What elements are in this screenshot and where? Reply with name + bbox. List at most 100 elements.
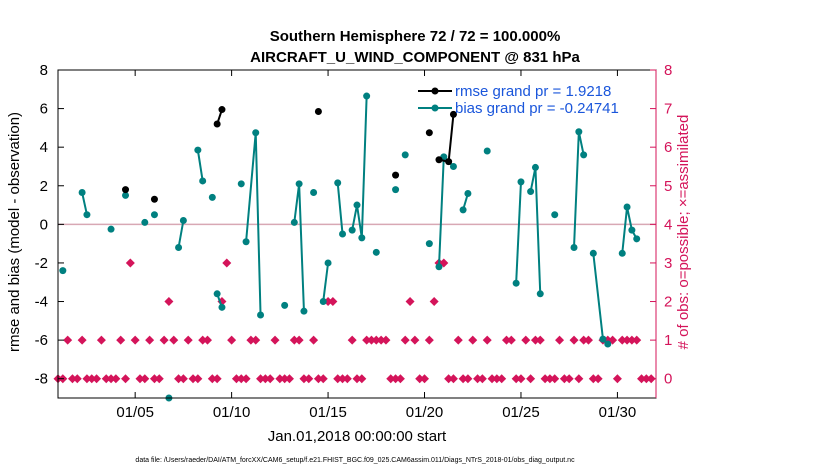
obs-count-marker [342, 374, 352, 384]
obs-count-marker [366, 335, 376, 345]
obs-count-marker [588, 374, 598, 384]
obs-count-marker [125, 258, 135, 268]
obs-count-marker [212, 374, 222, 384]
obs-count-marker [111, 374, 121, 384]
x-axis-label: Jan.01,2018 00:00:00 start [268, 428, 447, 445]
y-tick-label-right: 2 [664, 294, 672, 311]
obs-count-marker [72, 374, 82, 384]
obs-count-marker [641, 374, 651, 384]
obs-count-marker [593, 374, 603, 384]
legend-bias-label: bias grand pr = -0.24741 [455, 100, 619, 117]
obs-count-marker [241, 374, 251, 384]
obs-count-marker [77, 335, 87, 345]
series-point [623, 203, 631, 211]
series-point [517, 178, 525, 186]
series-point [348, 226, 356, 234]
series-point [589, 249, 597, 257]
x-axis: 01/05 01/10 01/15 01/20 01/25 01/30 [116, 70, 636, 421]
y-tick-label-right: 6 [664, 139, 672, 156]
series-line-segment [196, 149, 204, 182]
obs-count-marker [246, 335, 256, 345]
obs-count-marker [405, 297, 415, 307]
series-point [536, 290, 544, 298]
obs-count-marker [362, 335, 372, 345]
obs-count-marker [256, 374, 266, 384]
series-point [122, 186, 130, 194]
obs-count-marker [284, 374, 294, 384]
y-tick-label-left: 2 [40, 178, 48, 195]
obs-count-marker [410, 335, 420, 345]
y-axis-label-left: rmse and bias (model - observation) [6, 112, 23, 352]
series-point [628, 226, 636, 234]
obs-count-marker [468, 335, 478, 345]
obs-count-marker [188, 374, 198, 384]
obs-count-marker [289, 335, 299, 345]
obs-count-marker [473, 374, 483, 384]
series-point [633, 235, 641, 243]
series-point [290, 218, 298, 226]
obs-count-marker [174, 374, 184, 384]
series-point [175, 244, 183, 252]
obs-count-marker [169, 335, 179, 345]
obs-count-marker [579, 335, 589, 345]
series-point [618, 249, 626, 257]
obs-count-marker [448, 374, 458, 384]
obs-count-marker [164, 297, 174, 307]
obs-count-marker [265, 374, 275, 384]
series-point [314, 107, 322, 115]
obs-count-marker [231, 374, 241, 384]
series-point [459, 206, 467, 214]
obs-count-marker [637, 374, 647, 384]
obs-count-marker [294, 335, 304, 345]
series-point [107, 225, 115, 233]
series-point [425, 129, 433, 137]
series-point [527, 188, 535, 196]
y-tick-label-right: 3 [664, 255, 672, 272]
obs-count-marker [260, 374, 270, 384]
obs-count-marker [622, 335, 632, 345]
x-tick-label: 01/25 [502, 404, 540, 421]
chart-title-line2: AIRCRAFT_U_WIND_COMPONENT @ 831 hPa [250, 49, 580, 66]
y-tick-label-right: 0 [664, 371, 672, 388]
obs-count-marker [101, 374, 111, 384]
obs-count-marker [526, 374, 536, 384]
legend-bias-marker [431, 104, 439, 112]
x-tick-label: 01/05 [116, 404, 154, 421]
legend-rmse-marker [431, 87, 439, 95]
obs-count-marker [583, 335, 593, 345]
obs-count-marker [516, 374, 526, 384]
y-tick-label-left: 4 [40, 139, 48, 156]
obs-count-marker [535, 335, 545, 345]
series-point [310, 189, 318, 197]
obs-count-marker [555, 335, 565, 345]
series-point [445, 158, 453, 166]
obs-count-marker [251, 335, 261, 345]
obs-count-marker [550, 374, 560, 384]
y-axis-label-right: # of obs: o=possible; ×=assimilated [675, 115, 692, 350]
series-point [372, 248, 380, 256]
obs-count-marker [106, 374, 116, 384]
series-point [237, 180, 245, 188]
chart-title-line1: Southern Hemisphere 72 / 72 = 100.000% [270, 28, 561, 45]
obs-count-marker [178, 374, 188, 384]
obs-count-marker [135, 374, 145, 384]
obs-count-marker [275, 374, 285, 384]
x-tick-label: 01/15 [309, 404, 347, 421]
obs-count-marker [347, 335, 357, 345]
y-axis-left: -8 -6 -4 -2 0 2 4 6 8 [35, 62, 64, 388]
series-point [218, 106, 226, 114]
obs-count-marker [280, 374, 290, 384]
rmse-series [122, 106, 457, 203]
x-tick-label: 01/30 [599, 404, 637, 421]
obs-count-marker [506, 335, 516, 345]
obs-count-marker [420, 374, 430, 384]
series-point [324, 259, 332, 267]
series-point [218, 303, 226, 311]
series-point [449, 110, 457, 118]
y-tick-label-right: 1 [664, 332, 672, 349]
obs-count-marker [357, 374, 367, 384]
y-tick-label-left: 8 [40, 62, 48, 79]
obs-count-marker [453, 335, 463, 345]
series-point [363, 92, 371, 100]
obs-count-marker [328, 297, 338, 307]
